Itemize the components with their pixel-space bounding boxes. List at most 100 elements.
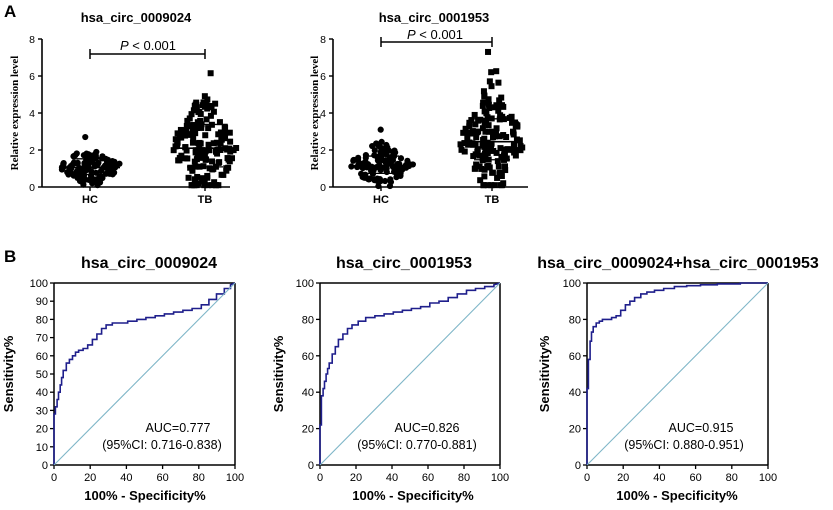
data-point-tb xyxy=(488,83,495,90)
data-point-tb xyxy=(493,125,500,132)
data-point-tb xyxy=(496,169,503,176)
y-tick-label: 20 xyxy=(36,424,48,436)
data-point-tb xyxy=(202,132,209,139)
scatter-chart-0009024: hsa_circ_0009024 Relative expression lev… xyxy=(9,10,240,206)
significance-bracket: P < 0.001 xyxy=(89,38,206,59)
data-point-hc xyxy=(358,170,365,177)
data-point-tb xyxy=(484,182,491,189)
data-point-tb xyxy=(495,107,502,114)
data-point-tb xyxy=(212,100,219,107)
data-point-tb xyxy=(476,163,483,170)
data-point-tb xyxy=(174,139,181,146)
data-point-tb xyxy=(184,131,191,138)
y-tick-label: 60 xyxy=(302,351,314,363)
y-tick-label: 2 xyxy=(320,145,326,157)
data-point-tb xyxy=(225,164,232,171)
data-point-tb xyxy=(502,163,509,170)
data-point-tb xyxy=(502,167,509,174)
data-point-tb xyxy=(492,129,499,136)
data-point-tb xyxy=(484,114,491,121)
p-value-label: P < 0.001 xyxy=(120,38,176,53)
y-tick-label: 20 xyxy=(302,424,314,436)
data-point-tb xyxy=(181,155,188,162)
y-axis-label: Relative expression level xyxy=(9,56,21,171)
x-tick-label: 0 xyxy=(51,472,57,484)
data-point-tb xyxy=(481,135,488,142)
panel-b-label: B xyxy=(4,247,16,266)
y-tick-label: 0 xyxy=(575,460,581,472)
roc-chart-0009024: hsa_circ_0009024 Sensitivity% 100% - Spe… xyxy=(1,255,244,503)
data-point-tb xyxy=(185,174,192,181)
data-point-tb xyxy=(460,129,467,136)
data-point-tb xyxy=(475,128,482,135)
y-tick-label: 100 xyxy=(563,278,581,290)
data-point-hc xyxy=(383,141,390,149)
y-tick-label: 40 xyxy=(302,387,314,399)
roc-chart-0001953: hsa_circ_0001953 Sensitivity% 100% - Spe… xyxy=(271,255,509,503)
y-tick-label: 0 xyxy=(308,460,314,472)
data-point-tb xyxy=(172,136,179,143)
chart-title: hsa_circ_0009024+hsa_circ_0001953 xyxy=(537,255,819,272)
data-point-tb xyxy=(485,122,492,129)
data-point-tb xyxy=(457,141,464,148)
ci-label: (95%CI: 0.716-0.838) xyxy=(102,438,222,452)
data-point-tb xyxy=(203,116,210,123)
data-point-tb xyxy=(497,112,504,119)
auc-label: AUC=0.826 xyxy=(395,421,460,435)
data-point-hc xyxy=(367,175,374,182)
data-point-hc xyxy=(362,151,369,159)
y-tick-label: 2 xyxy=(29,145,35,157)
y-tick-label: 80 xyxy=(302,314,314,326)
data-point-tb xyxy=(509,119,516,126)
data-point-tb xyxy=(226,129,233,136)
data-point-tb xyxy=(488,69,495,76)
data-point-tb xyxy=(496,133,503,140)
data-point-tb xyxy=(465,129,472,136)
data-point-tb xyxy=(479,142,486,149)
data-point-tb xyxy=(207,112,214,119)
y-tick-label: 90 xyxy=(36,296,48,308)
chart-title: hsa_circ_0001953 xyxy=(336,255,472,272)
data-point-hc xyxy=(378,138,385,146)
p-text: < 0.001 xyxy=(129,38,176,53)
data-point-tb xyxy=(192,130,199,137)
y-tick-label: 10 xyxy=(36,442,48,454)
data-point-tb xyxy=(489,169,496,176)
significance-bracket: P < 0.001 xyxy=(380,27,493,47)
x-tick-label: 40 xyxy=(653,472,665,484)
y-tick-label: 60 xyxy=(569,351,581,363)
y-tick-label: 6 xyxy=(320,71,326,83)
data-point-tb xyxy=(209,158,216,165)
chart-title: hsa_circ_0009024 xyxy=(81,10,192,25)
data-point-tb xyxy=(513,136,520,143)
chart-title: hsa_circ_0001953 xyxy=(379,10,490,25)
x-tick-label: 100 xyxy=(226,472,244,484)
y-tick-label: 100 xyxy=(30,278,48,290)
y-tick-label: 4 xyxy=(29,108,35,120)
data-point-tb xyxy=(473,161,480,168)
data-point-tb xyxy=(485,96,492,103)
roc-chart-combined: hsa_circ_0009024+hsa_circ_0001953 Sensit… xyxy=(537,255,819,503)
y-tick-label: 40 xyxy=(36,387,48,399)
roc-curve-line xyxy=(319,282,501,465)
data-point-tb xyxy=(188,111,195,118)
data-point-tb xyxy=(204,96,211,103)
data-point-tb xyxy=(195,108,202,115)
data-point-tb xyxy=(473,134,480,141)
data-point-hc xyxy=(73,150,80,157)
data-point-tb xyxy=(208,102,215,109)
scatter-chart-0001953: hsa_circ_0001953 Relative expression lev… xyxy=(309,10,528,206)
data-point-tb xyxy=(227,138,234,145)
data-point-tb xyxy=(206,147,213,154)
data-point-tb xyxy=(211,179,218,186)
data-point-tb xyxy=(486,78,493,85)
data-point-tb xyxy=(199,151,206,158)
data-point-tb xyxy=(198,154,205,161)
data-point-tb xyxy=(472,141,479,148)
data-point-tb xyxy=(481,166,488,173)
data-point-tb xyxy=(458,146,465,153)
data-point-tb xyxy=(480,99,487,106)
data-point-tb xyxy=(495,79,502,86)
p-symbol: P xyxy=(407,27,416,42)
y-tick-label: 6 xyxy=(29,71,35,83)
